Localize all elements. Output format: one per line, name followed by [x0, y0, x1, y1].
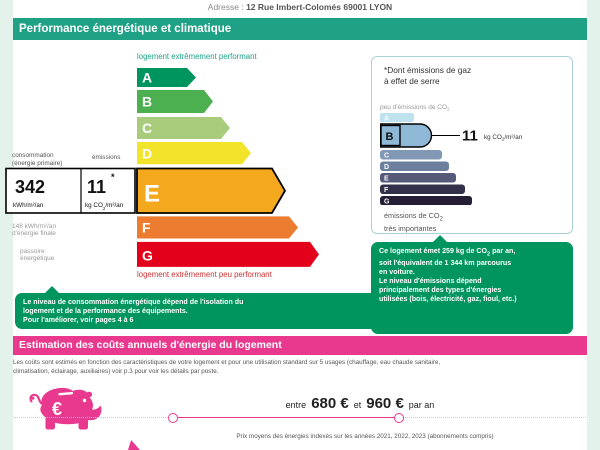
svg-text:G: G [384, 198, 390, 205]
svg-text:E: E [144, 181, 160, 208]
svg-text:D: D [142, 146, 152, 162]
svg-text:E: E [384, 175, 389, 182]
svg-text:peu d'émissions de CO2: peu d'émissions de CO2 [380, 104, 450, 112]
svg-text:€: € [52, 399, 62, 419]
svg-text:G: G [142, 248, 153, 264]
svg-text:B: B [386, 131, 394, 143]
svg-text:kg CO2/m²/an: kg CO2/m²/an [484, 134, 523, 142]
svg-text:A: A [384, 115, 389, 122]
svg-text:342: 342 [15, 177, 45, 197]
svg-text:A: A [142, 70, 152, 86]
svg-text:F: F [384, 187, 389, 194]
svg-text:B: B [142, 94, 152, 110]
svg-text:kWh/m²/an: kWh/m²/an [13, 202, 44, 209]
svg-text:C: C [384, 152, 389, 159]
svg-text:C: C [142, 120, 152, 136]
svg-text:*: * [111, 172, 115, 182]
svg-text:11: 11 [462, 128, 478, 145]
svg-text:D: D [384, 164, 389, 171]
svg-text:11: 11 [87, 177, 106, 197]
svg-text:F: F [142, 220, 151, 236]
